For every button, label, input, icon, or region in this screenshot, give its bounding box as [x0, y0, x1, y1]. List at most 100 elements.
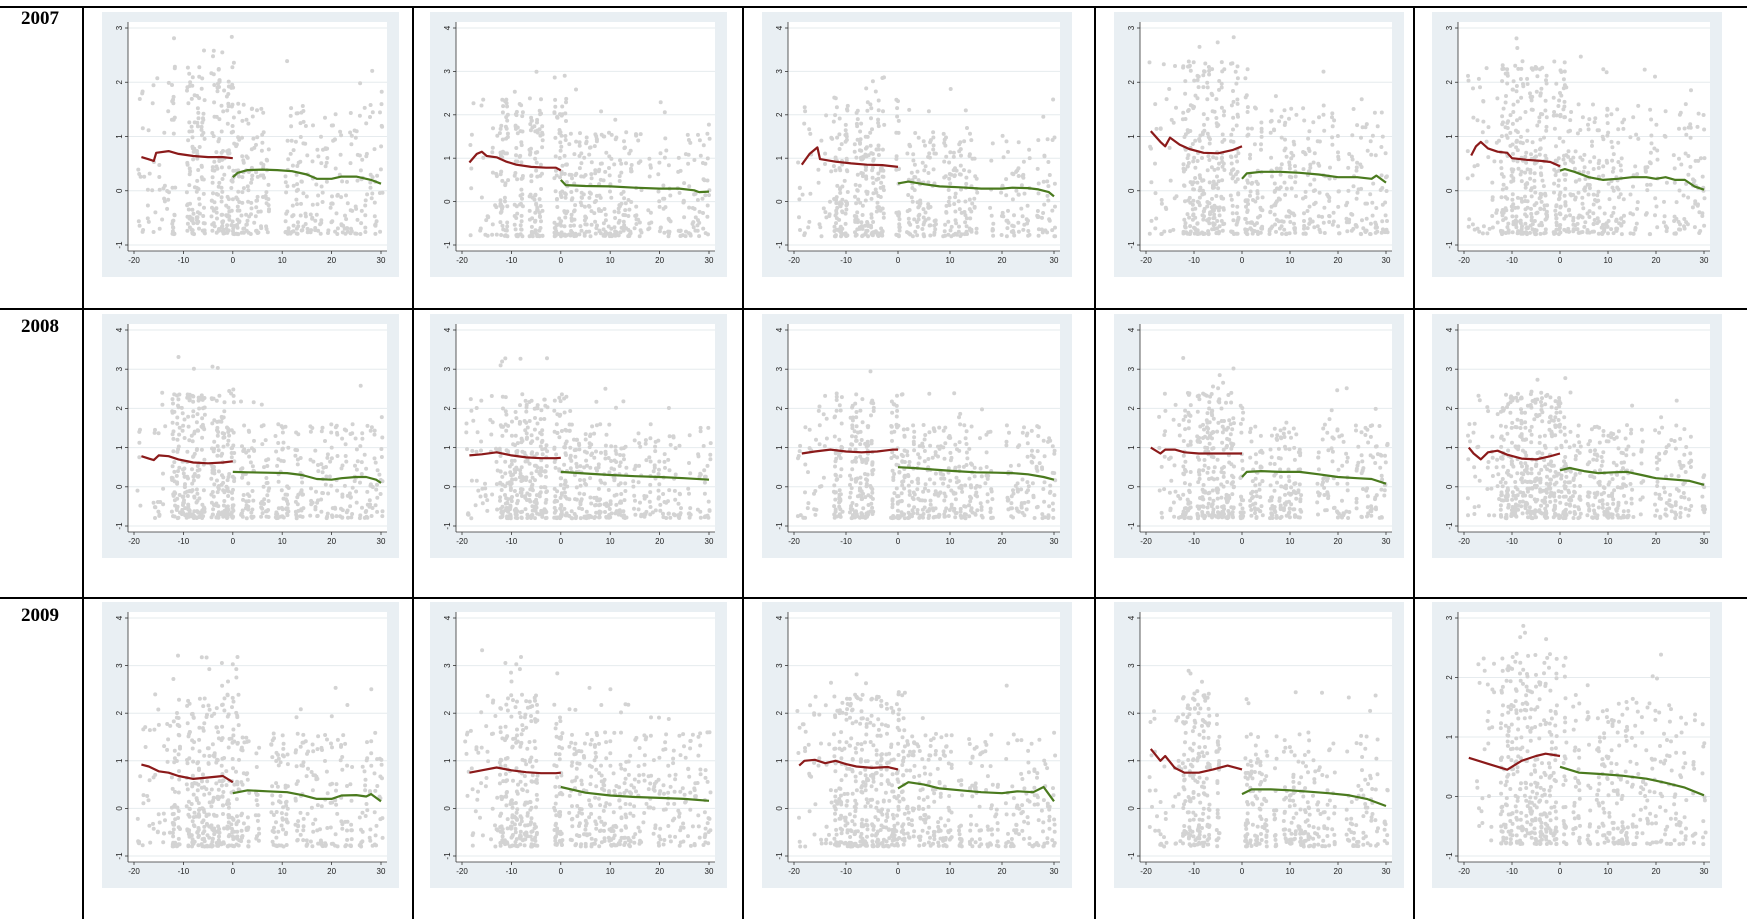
scatter-point [638, 444, 643, 449]
scatter-point [1601, 173, 1606, 178]
scatter-point [157, 187, 162, 192]
scatter-point [696, 132, 700, 137]
scatter-point [1248, 189, 1253, 194]
scatter-point [188, 169, 193, 174]
x-tick-label: -20 [456, 537, 468, 546]
scatter-point [1243, 199, 1248, 204]
scatter-point [185, 214, 190, 219]
scatter-point [172, 469, 177, 474]
fit-line-left [1470, 140, 1561, 168]
scatter-point [1628, 135, 1633, 140]
scatter-point [1004, 193, 1009, 198]
scatter-point [1501, 174, 1506, 179]
scatter-point [1690, 205, 1695, 210]
scatter-point [1515, 231, 1520, 236]
scatter-point [157, 226, 162, 231]
scatter-point [538, 226, 543, 230]
scatter-point [1379, 110, 1384, 115]
scatter-point [1628, 231, 1633, 236]
scatter-point [1273, 201, 1278, 206]
scatter-point [552, 515, 557, 520]
scatter-point [1259, 207, 1264, 212]
scatter-point [249, 177, 254, 182]
scatter-panel: -1 0 1 2 3 -20 -10 0 10 20 30 [1114, 12, 1404, 277]
x-tick-label: 10 [278, 256, 287, 265]
scatter-point [1595, 216, 1600, 221]
scatter-point [319, 429, 324, 434]
scatter-point [562, 153, 567, 158]
scatter-point [662, 230, 667, 235]
scatter-point [190, 207, 195, 212]
scatter-point [236, 101, 241, 106]
scatter-point [952, 174, 957, 179]
scatter-point [500, 137, 505, 142]
scatter-point [345, 201, 350, 206]
scatter-point [172, 409, 177, 414]
scatter-point [582, 449, 587, 454]
scatter-point [305, 226, 310, 231]
scatter-point [860, 174, 865, 179]
scatter-point [185, 65, 190, 70]
scatter-point [1586, 122, 1590, 127]
scatter-point [1518, 77, 1523, 81]
scatter-point [604, 432, 609, 437]
scatter-point [540, 138, 545, 143]
scatter-point [830, 136, 835, 141]
scatter-point [303, 222, 308, 226]
scatter-point [1205, 218, 1209, 223]
scatter-point [1696, 158, 1701, 163]
scatter-point [151, 230, 156, 234]
scatter-point [249, 206, 254, 211]
scatter-point [1663, 224, 1668, 229]
scatter-point [662, 452, 667, 457]
scatter-point [535, 120, 539, 125]
scatter-point [506, 423, 511, 428]
scatter-point [913, 175, 918, 180]
scatter-point [1234, 81, 1239, 86]
scatter-point [518, 153, 523, 158]
scatter-point [1016, 220, 1021, 225]
scatter-point [1384, 174, 1389, 179]
scatter-point [500, 504, 505, 509]
scatter-point [832, 224, 837, 229]
scatter-point [225, 223, 230, 228]
scatter-point [519, 479, 524, 483]
scatter-point [697, 234, 702, 239]
scatter-point [544, 490, 549, 495]
scatter-point [1281, 219, 1286, 224]
scatter-point [1566, 208, 1571, 213]
scatter-point [896, 234, 901, 239]
scatter-point [324, 179, 329, 184]
scatter-point [529, 179, 534, 184]
scatter-point [833, 113, 838, 118]
scatter-point [503, 395, 508, 400]
scatter-point [1278, 172, 1283, 177]
scatter-point [662, 110, 667, 115]
scatter-point [705, 203, 710, 208]
scatter-point [1287, 210, 1292, 214]
scatter-point [229, 391, 234, 396]
scatter-point [191, 409, 196, 414]
scatter-point [1653, 213, 1657, 218]
scatter-point [1186, 64, 1190, 69]
scatter-point [231, 115, 236, 120]
scatter-point [216, 192, 220, 197]
scatter-point [241, 160, 246, 165]
scatter-point [1272, 128, 1277, 133]
scatter-point [259, 424, 264, 429]
scatter-point [1042, 202, 1047, 207]
scatter-point [1294, 112, 1299, 117]
scatter-point [1556, 232, 1561, 237]
scatter-point [686, 486, 691, 491]
scatter-point [1384, 227, 1389, 232]
scatter-point [240, 135, 244, 140]
scatter-point [1472, 164, 1477, 169]
scatter-point [1552, 59, 1557, 64]
scatter-point [911, 158, 916, 163]
scatter-point [1363, 229, 1368, 234]
scatter-point [246, 188, 251, 193]
scatter-point [1500, 63, 1505, 68]
scatter-point [1583, 220, 1588, 225]
scatter-point [1312, 225, 1317, 230]
scatter-point [1523, 154, 1528, 159]
